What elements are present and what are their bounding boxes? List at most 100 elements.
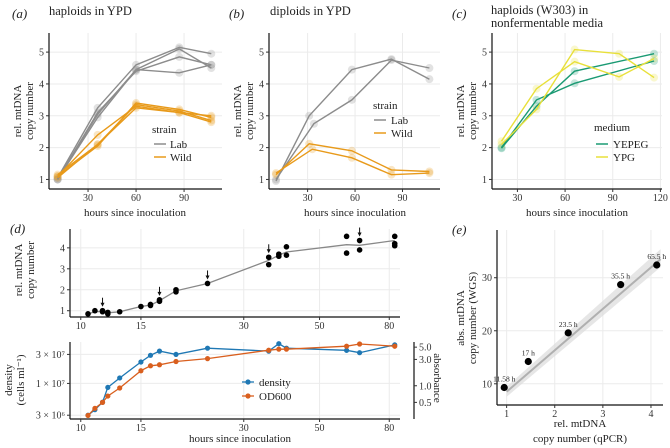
- x-tick-label: 80: [384, 321, 394, 332]
- legend-item-density: density: [259, 377, 291, 389]
- series-line-lab: [56, 56, 212, 180]
- y-tick-label: 3: [482, 111, 487, 122]
- data-point-od600: [266, 347, 272, 353]
- data-point: [173, 286, 179, 293]
- data-label: 65.5 h: [647, 252, 666, 261]
- arrow-head-icon: [205, 275, 210, 280]
- data-point-od600: [105, 393, 111, 399]
- x-tick-label: 90: [398, 193, 408, 204]
- panel-d-ylabel-line1: rel. mtDNA: [13, 244, 25, 297]
- x-tick-label: 30: [239, 423, 249, 434]
- x-tick-label: 50: [315, 321, 325, 332]
- data-point: [156, 297, 163, 303]
- data-point: [283, 252, 290, 258]
- panel-a-label: (a): [12, 6, 27, 21]
- y-tick-label: 5: [259, 48, 264, 59]
- panel-a-legend: strain Lab Wild: [152, 124, 192, 164]
- y-tick-label: 1: [482, 175, 487, 186]
- data-point-od600: [173, 358, 179, 365]
- panel-d-right-ylabel: absorbance: [431, 353, 443, 403]
- data-point: [653, 261, 661, 269]
- panel-c-xlabel: hours since inoculation: [526, 207, 629, 219]
- data-point: [265, 254, 272, 261]
- y-tick-label: 30: [482, 273, 492, 284]
- data-point: [564, 329, 572, 337]
- panel-e-label: (e): [452, 222, 466, 237]
- y-tick-label: 3: [60, 264, 65, 275]
- series-line-ypg: [500, 57, 655, 142]
- x-tick-label: 30: [303, 193, 313, 204]
- data-point-density: [204, 345, 211, 351]
- panel-d-label: (d): [10, 221, 25, 236]
- data-point: [283, 244, 290, 250]
- x-tick-label: 2: [552, 409, 557, 420]
- x-tick-label: 90: [608, 193, 618, 204]
- legend-item-ypg: YPG: [613, 152, 635, 164]
- arrow-head-icon: [266, 249, 271, 254]
- panel-e-xlabel-line2: copy number (qPCR): [533, 433, 627, 445]
- series-line-lab: [57, 64, 212, 180]
- data-point-density: [138, 359, 144, 365]
- data-point-density: [343, 347, 350, 353]
- legend-title: strain: [152, 124, 177, 136]
- right-y-tick-label: 0.5: [419, 398, 432, 409]
- panel-d-xlabel: hours since inoculation: [189, 433, 292, 445]
- data-label: 17 h: [522, 349, 535, 358]
- x-tick-label: 4: [648, 409, 653, 420]
- panel-b-ylabel-line2: copy number: [244, 82, 256, 140]
- panel-c-title-line1: haploids (W303) in: [491, 3, 589, 17]
- series-line-density: [87, 342, 395, 416]
- data-point-density: [105, 384, 111, 391]
- series-line-od600: [87, 343, 395, 416]
- series-line-wild: [275, 148, 430, 176]
- data-point-density: [156, 348, 163, 354]
- data-point-density: [357, 350, 363, 356]
- data-point-od600: [156, 362, 163, 368]
- series-line-yepeg: [500, 60, 655, 149]
- data-point: [85, 311, 91, 317]
- data-point-od600: [283, 346, 290, 352]
- panel-a-xlabel: hours since inoculation: [84, 207, 187, 219]
- fit-line: [505, 258, 662, 393]
- panel-d-legend: density OD600: [242, 377, 292, 403]
- x-tick-label: 60: [131, 193, 141, 204]
- panel-a-ylabel-line1: rel. mtDNA: [12, 85, 24, 138]
- x-tick-label: 10: [76, 423, 86, 434]
- panel-c-title-line2: nonfermentable media: [491, 16, 604, 30]
- y-tick-label: 3 × 10⁶: [36, 411, 66, 422]
- data-point-density: [117, 375, 123, 381]
- panel-b-legend: strain Lab Wild: [373, 100, 413, 140]
- data-point: [356, 237, 363, 244]
- data-point-od600: [392, 343, 398, 349]
- legend-item-wild: Wild: [170, 152, 192, 164]
- panel-e-ylabel-line1: abs. mtDNA: [455, 290, 467, 346]
- series-line-lab: [275, 58, 430, 182]
- legend-title: medium: [594, 122, 630, 134]
- series-line-lab: [275, 59, 430, 180]
- arrow-head-icon: [100, 302, 105, 307]
- y-tick-label: 4: [259, 79, 264, 90]
- panel-b-xlabel: hours since inoculation: [304, 207, 407, 219]
- y-tick-label: 3: [39, 111, 44, 122]
- legend-item-lab: Lab: [170, 139, 188, 151]
- data-point-od600: [147, 363, 154, 369]
- panel-e-xlabel-line1: rel. mtDNA: [554, 418, 607, 430]
- series-line-wild: [57, 107, 212, 176]
- data-point: [524, 357, 532, 366]
- right-y-tick-label: 5.0: [419, 343, 432, 354]
- panel-c-ylabel-line1: rel. mtDNA: [455, 85, 467, 138]
- arrow-head-icon: [157, 291, 162, 296]
- data-point-lab: [271, 177, 280, 186]
- series-line-ypg: [501, 48, 655, 145]
- panel-a-ylabel-line2: copy number: [24, 82, 36, 140]
- data-label: 35.5 h: [611, 272, 630, 281]
- y-tick-label: 3: [259, 111, 264, 122]
- data-point: [147, 301, 154, 308]
- y-tick-label: 2: [60, 285, 65, 296]
- panel-d-ylabel-line2: copy number: [25, 241, 37, 299]
- y-tick-label: 3 × 10⁷: [36, 350, 66, 361]
- panel-c-legend: medium YEPEG YPG: [594, 122, 649, 164]
- x-tick-label: 15: [136, 321, 146, 332]
- panel-c-ylabel-line2: copy number: [467, 82, 479, 140]
